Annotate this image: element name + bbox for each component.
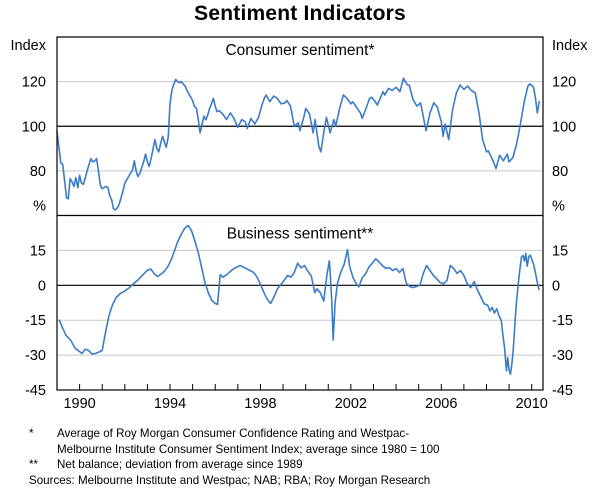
svg-text:Consumer sentiment*: Consumer sentiment* (225, 42, 374, 59)
footnote-2-text: Net balance; deviation from average sinc… (57, 458, 303, 472)
svg-text:120: 120 (22, 75, 46, 91)
svg-text:100: 100 (552, 119, 576, 135)
svg-text:Index: Index (552, 38, 588, 54)
footnote-2: ** Net balance; deviation from average s… (29, 457, 584, 473)
svg-text:-15: -15 (25, 313, 46, 329)
footnote-2-marker: ** (29, 458, 39, 472)
svg-text:-30: -30 (552, 348, 573, 364)
svg-text:-30: -30 (25, 348, 46, 364)
svg-text:%: % (33, 199, 46, 215)
svg-text:15: 15 (30, 243, 46, 259)
svg-text:-15: -15 (552, 313, 573, 329)
footnote-1: * Average of Roy Morgan Consumer Confide… (29, 426, 584, 457)
page-title: Sentiment Indicators (194, 2, 406, 25)
footnote-1-text: Average of Roy Morgan Consumer Confidenc… (57, 427, 440, 456)
svg-text:2010: 2010 (516, 396, 548, 412)
svg-text:80: 80 (552, 164, 568, 180)
plot-svg: 120 120 100 100 80 80 Index Index Consumer senti… (11, 36, 588, 412)
svg-text:2002: 2002 (335, 396, 367, 412)
sentiment-chart: 120 120 100 100 80 80 Index Index Consumer senti… (11, 36, 588, 412)
footnote-1-marker: * (29, 427, 34, 440)
sources-line: Sources: Melbourne Institute and Westpac… (29, 473, 431, 487)
svg-text:-45: -45 (25, 383, 46, 399)
svg-text:0: 0 (552, 278, 560, 294)
svg-text:15: 15 (552, 243, 568, 259)
svg-text:1998: 1998 (244, 396, 276, 412)
svg-text:%: % (552, 199, 565, 215)
svg-text:80: 80 (30, 164, 46, 180)
svg-text:0: 0 (38, 278, 46, 294)
svg-text:120: 120 (552, 75, 576, 91)
svg-text:1990: 1990 (63, 396, 95, 412)
svg-text:-45: -45 (552, 383, 573, 399)
svg-text:Index: Index (11, 38, 47, 54)
svg-text:Business sentiment**: Business sentiment** (227, 226, 373, 243)
svg-text:1994: 1994 (154, 396, 186, 412)
footnotes: * Average of Roy Morgan Consumer Confide… (29, 426, 584, 488)
svg-text:2006: 2006 (425, 396, 457, 412)
svg-text:100: 100 (22, 119, 46, 135)
